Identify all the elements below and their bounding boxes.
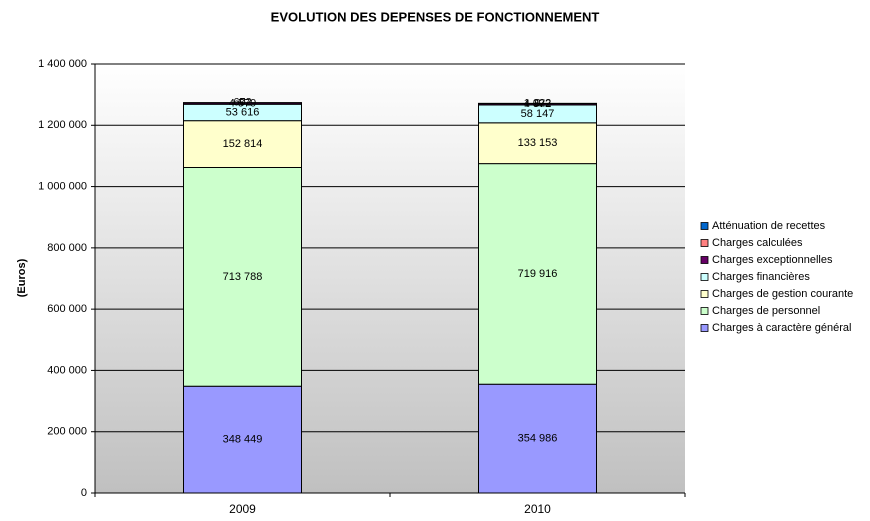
y-axis-label: (Euros) xyxy=(16,258,28,297)
data-label: 348 449 xyxy=(223,434,263,446)
legend-swatch xyxy=(700,290,709,298)
bar-segment xyxy=(183,167,302,387)
data-label: 1 022 xyxy=(524,97,552,109)
legend-label: Atténuation de recettes xyxy=(712,220,826,232)
y-tick-label: 600 000 xyxy=(47,303,87,315)
data-label: 133 153 xyxy=(518,137,558,149)
y-tick-label: 1 200 000 xyxy=(38,119,87,131)
data-label: 152 814 xyxy=(223,138,263,150)
legend-label: Charges de gestion courante xyxy=(712,288,853,300)
legend-label: Charges de personnel xyxy=(712,305,820,317)
x-tick-label: 2009 xyxy=(229,502,256,516)
y-tick-label: 1 000 000 xyxy=(38,180,87,192)
legend-label: Charges financières xyxy=(712,271,810,283)
legend-label: Charges calculées xyxy=(712,237,803,249)
data-label: 4 579 xyxy=(229,97,257,109)
legend-label: Charges à caractère général xyxy=(712,322,851,334)
bar-segment xyxy=(478,163,597,385)
data-label: 719 916 xyxy=(518,268,558,280)
legend-swatch xyxy=(700,273,709,281)
bar-segment xyxy=(183,385,302,494)
x-tick-label: 2010 xyxy=(524,502,551,516)
legend-label: Charges exceptionnelles xyxy=(712,254,833,266)
legend-swatch xyxy=(700,222,709,230)
y-tick-label: 400 000 xyxy=(47,364,87,376)
data-label: 4 372 xyxy=(524,98,552,110)
y-tick-label: 0 xyxy=(81,487,87,499)
data-label: 354 986 xyxy=(518,433,558,445)
data-label: 53 616 xyxy=(226,106,260,118)
legend-box xyxy=(697,216,869,339)
data-label: 713 788 xyxy=(223,271,263,283)
legend-swatch xyxy=(700,239,709,247)
y-tick-label: 800 000 xyxy=(47,242,87,254)
bar-segment xyxy=(478,122,597,165)
data-label: 58 147 xyxy=(521,108,555,120)
legend-swatch xyxy=(700,324,709,332)
y-tick-label: 1 400 000 xyxy=(38,58,87,70)
legend-swatch xyxy=(700,307,709,315)
chart-title: EVOLUTION DES DEPENSES DE FONCTIONNEMENT xyxy=(271,9,600,24)
bar-segment xyxy=(478,383,597,494)
legend-swatch xyxy=(700,256,709,264)
data-label: 672 xyxy=(233,97,251,109)
y-tick-label: 200 000 xyxy=(47,426,87,438)
bar-segment xyxy=(183,120,302,169)
